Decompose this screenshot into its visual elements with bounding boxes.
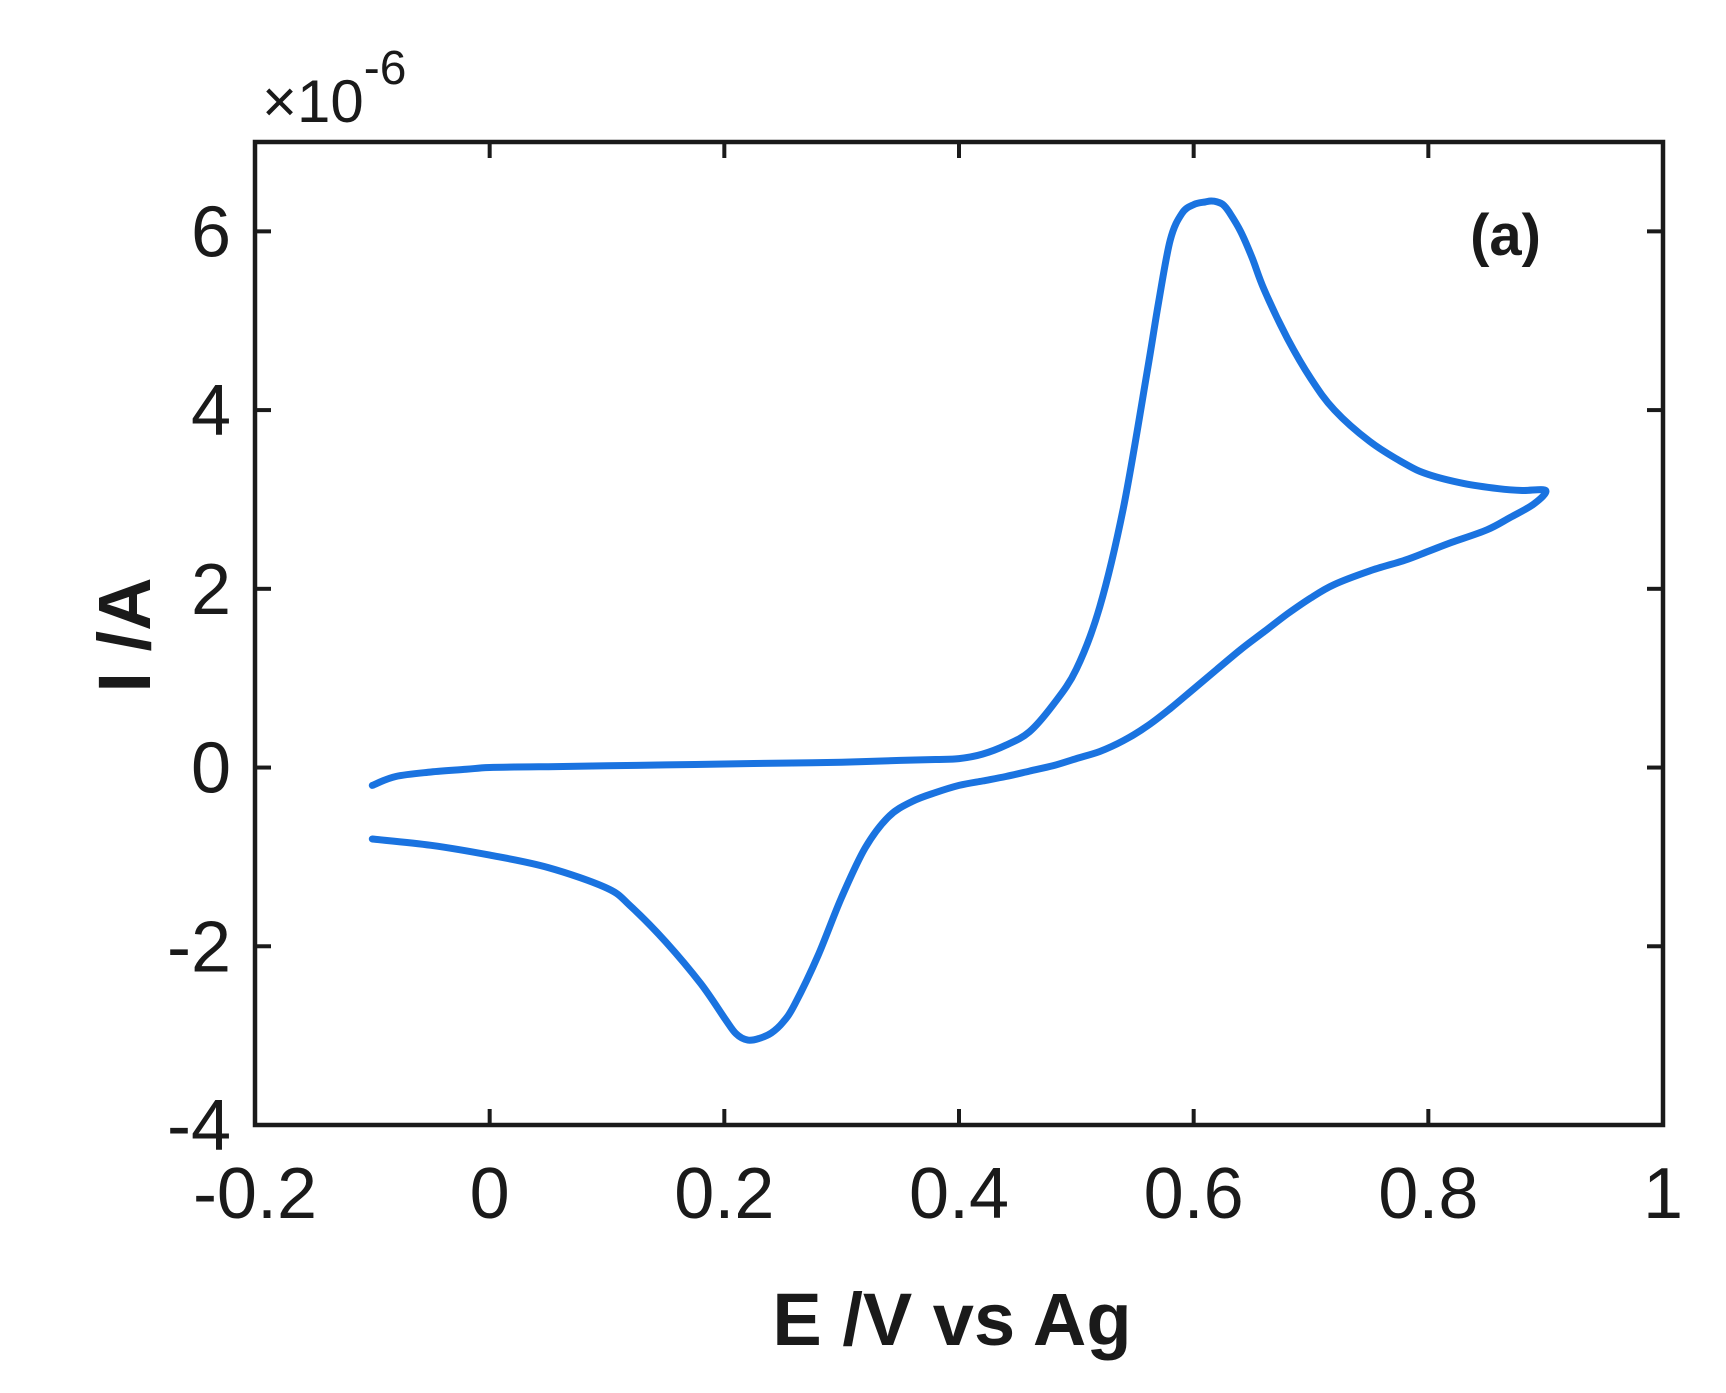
x-tick-label: 0.8 — [1378, 1154, 1478, 1234]
x-tick-label: 1 — [1643, 1154, 1683, 1234]
y-tick-label: 0 — [191, 729, 231, 809]
y-tick-label: 6 — [191, 192, 231, 272]
x-axis-label: E /V vs Ag — [772, 1278, 1131, 1361]
x-tick-label: 0 — [470, 1154, 510, 1234]
x-tick-label: -0.2 — [193, 1154, 317, 1234]
y-tick-label: 4 — [191, 371, 231, 451]
y-tick-label: 2 — [191, 550, 231, 630]
y-tick-label: -2 — [167, 907, 231, 987]
x-tick-label: 0.2 — [674, 1154, 774, 1234]
plot-area-frame — [252, 139, 1666, 1128]
y-axis-label: I /A — [83, 577, 166, 692]
y-multiplier-base: ×10 — [262, 68, 364, 135]
x-tick-label: 0.4 — [909, 1154, 1009, 1234]
y-tick-label: -4 — [167, 1086, 231, 1166]
x-tick-label: 0.6 — [1144, 1154, 1244, 1234]
y-axis-multiplier: ×10-6 — [262, 42, 406, 135]
y-multiplier-exponent: -6 — [364, 42, 407, 95]
axis-ticks — [253, 142, 1665, 1127]
axis-tick-labels: -0.2 0 0.2 0.4 0.6 0.8 1 -4 -2 0 2 4 6 — [167, 192, 1683, 1234]
series-line — [368, 197, 1550, 1044]
panel-label: (a) — [1470, 203, 1541, 268]
